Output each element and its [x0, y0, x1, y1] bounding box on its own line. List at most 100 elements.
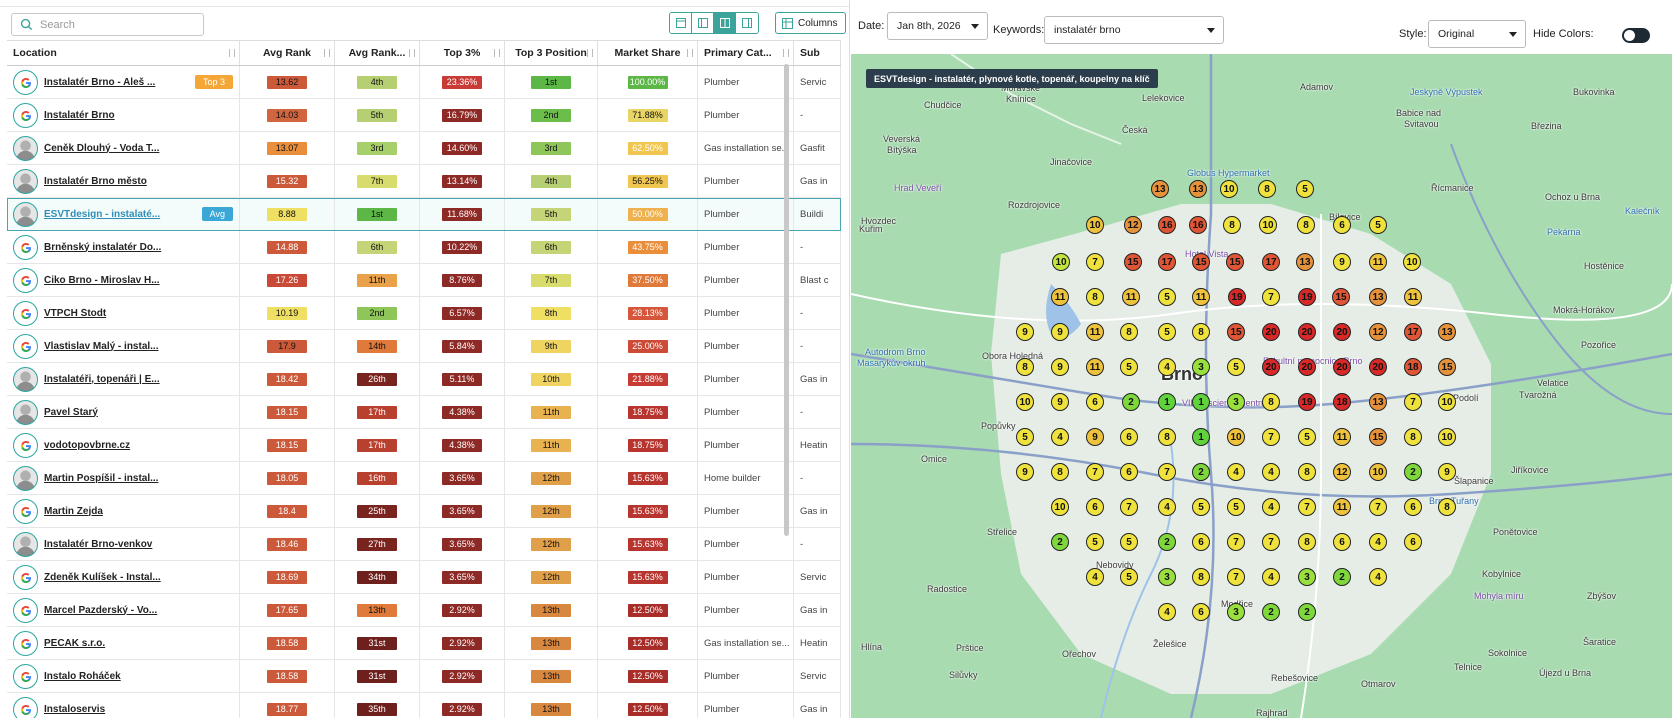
rank-pin[interactable]: 8	[1404, 428, 1422, 446]
rank-pin[interactable]: 7	[1262, 428, 1280, 446]
rank-pin[interactable]: 8	[1051, 463, 1069, 481]
rank-pin[interactable]: 8	[1192, 323, 1210, 341]
rank-pin[interactable]: 5	[1227, 498, 1245, 516]
rank-pin[interactable]: 8	[1297, 216, 1315, 234]
rank-pin[interactable]: 6	[1333, 216, 1351, 234]
location-name-link[interactable]: Instalatér Brno	[44, 109, 115, 121]
rank-pin[interactable]: 1	[1192, 428, 1210, 446]
rank-pin[interactable]: 10	[1438, 393, 1456, 411]
view-left-button[interactable]	[692, 13, 714, 33]
rank-pin[interactable]: 7	[1404, 393, 1422, 411]
location-name-link[interactable]: VTPCH Štodt	[44, 307, 107, 319]
rank-pin[interactable]: 15	[1124, 253, 1142, 271]
rank-pin[interactable]: 8	[1086, 288, 1104, 306]
rank-pin[interactable]: 17	[1262, 253, 1280, 271]
rank-pin[interactable]: 5	[1298, 428, 1316, 446]
rank-pin[interactable]: 10	[1403, 253, 1421, 271]
table-row[interactable]: Instaloservis 18.77 35th 2.92% 13th 12.50% Plu…	[7, 693, 841, 718]
rank-pin[interactable]: 17	[1158, 253, 1176, 271]
table-row[interactable]: Vlastislav Malý - instal... 17.9 14th 5.84%…	[7, 330, 841, 363]
rank-pin[interactable]: 8	[1158, 428, 1176, 446]
location-name-link[interactable]: Marcel Pazderský - Vo...	[44, 604, 158, 616]
rank-pin[interactable]: 2	[1262, 603, 1280, 621]
rank-pin[interactable]: 3	[1227, 393, 1245, 411]
rank-pin[interactable]: 5	[1120, 358, 1138, 376]
rank-pin[interactable]: 2	[1333, 568, 1351, 586]
rank-pin[interactable]: 8	[1258, 180, 1276, 198]
rank-pin[interactable]: 4	[1369, 568, 1387, 586]
rank-pin[interactable]: 13	[1296, 253, 1314, 271]
location-name-link[interactable]: Pavel Starý	[44, 406, 98, 418]
table-row[interactable]: Marcel Pazderský - Vo... 17.65 13th 2.92% 13…	[7, 594, 841, 627]
rank-pin[interactable]: 10	[1438, 428, 1456, 446]
rank-pin[interactable]: 15	[1227, 323, 1245, 341]
table-row[interactable]: Brněnský instalatér Do... 14.88 6th 10.22% 6…	[7, 231, 841, 264]
location-name-link[interactable]: Instalo Roháček	[44, 670, 121, 682]
rank-pin[interactable]: 7	[1086, 253, 1104, 271]
rank-pin[interactable]: 6	[1086, 498, 1104, 516]
rank-pin[interactable]: 3	[1298, 568, 1316, 586]
rank-pin[interactable]: 15	[1438, 358, 1456, 376]
rank-pin[interactable]: 5	[1158, 288, 1176, 306]
location-name-link[interactable]: Martin Pospíšil - instal...	[44, 472, 159, 484]
rank-pin[interactable]: 11	[1051, 288, 1069, 306]
drag-handle-icon[interactable]	[324, 49, 330, 57]
rank-pin[interactable]: 20	[1333, 358, 1351, 376]
column-header[interactable]: Primary Cat...	[698, 41, 794, 65]
table-row[interactable]: Čiko Brno - Miroslav H... 17.26 11th 8.76% 7…	[7, 264, 841, 297]
drag-handle-icon[interactable]	[587, 49, 593, 57]
rank-pin[interactable]: 2	[1158, 533, 1176, 551]
rank-pin[interactable]: 15	[1332, 288, 1350, 306]
rank-pin[interactable]: 5	[1369, 216, 1387, 234]
rank-pin[interactable]: 7	[1120, 498, 1138, 516]
location-name-link[interactable]: Čiko Brno - Miroslav H...	[44, 274, 160, 286]
column-header[interactable]: Avg Rank	[240, 41, 335, 65]
rank-pin[interactable]: 7	[1262, 288, 1280, 306]
rank-pin[interactable]: 8	[1016, 358, 1034, 376]
keywords-select[interactable]: instalatér brno	[1044, 16, 1224, 44]
rank-pin[interactable]: 11	[1122, 288, 1140, 306]
rank-pin[interactable]: 11	[1086, 323, 1104, 341]
rank-pin[interactable]: 5	[1086, 533, 1104, 551]
rank-pin[interactable]: 3	[1192, 358, 1210, 376]
view-table-only-button[interactable]	[670, 13, 692, 33]
column-header[interactable]: Avg Rank...	[335, 41, 420, 65]
rank-pin[interactable]: 7	[1086, 463, 1104, 481]
rank-pin[interactable]: 9	[1016, 463, 1034, 481]
rank-pin[interactable]: 8	[1262, 393, 1280, 411]
rank-pin[interactable]: 19	[1298, 393, 1316, 411]
search-input[interactable]	[40, 16, 198, 33]
rank-pin[interactable]: 15	[1192, 253, 1210, 271]
rank-pin[interactable]: 16	[1189, 216, 1207, 234]
rank-pin[interactable]: 8	[1438, 498, 1456, 516]
column-header[interactable]: Top 3 Position	[505, 41, 598, 65]
drag-handle-icon[interactable]	[783, 49, 789, 57]
rank-pin[interactable]: 6	[1192, 603, 1210, 621]
rank-pin[interactable]: 11	[1369, 253, 1387, 271]
rank-pin[interactable]: 9	[1086, 428, 1104, 446]
table-row[interactable]: Instalo Roháček 18.58 31st 2.92% 13th 12.50% P…	[7, 660, 841, 693]
column-header[interactable]: Location	[7, 41, 240, 65]
table-row[interactable]: Instalatér Brno město 15.32 7th 13.14% 4th 56…	[7, 165, 841, 198]
rank-pin[interactable]: 4	[1262, 568, 1280, 586]
location-name-link[interactable]: vodotopovbrne.cz	[44, 439, 131, 451]
rank-pin[interactable]: 20	[1262, 323, 1280, 341]
rank-pin[interactable]: 17	[1404, 323, 1422, 341]
column-header[interactable]: Market Share	[598, 41, 698, 65]
rank-pin[interactable]: 7	[1262, 533, 1280, 551]
rank-pin[interactable]: 20	[1369, 358, 1387, 376]
rank-pin[interactable]: 4	[1158, 603, 1176, 621]
location-name-link[interactable]: PECAK s.r.o.	[44, 637, 106, 649]
rank-pin[interactable]: 4	[1086, 568, 1104, 586]
rank-pin[interactable]: 10	[1051, 498, 1069, 516]
columns-button[interactable]: Columns	[775, 12, 847, 34]
rank-pin[interactable]: 13	[1369, 393, 1387, 411]
rank-pin[interactable]: 2	[1051, 533, 1069, 551]
drag-handle-icon[interactable]	[409, 49, 415, 57]
rank-pin[interactable]: 11	[1333, 428, 1351, 446]
rank-pin[interactable]: 15	[1226, 253, 1244, 271]
rank-pin[interactable]: 1	[1158, 393, 1176, 411]
rank-pin[interactable]: 5	[1158, 323, 1176, 341]
table-row[interactable]: Zdeněk Kulíšek - Instal... 18.69 34th 3.65%…	[7, 561, 841, 594]
table-row[interactable]: ESVTdesign - instalaté... Avg 8.88 1st 11.68…	[7, 198, 841, 231]
